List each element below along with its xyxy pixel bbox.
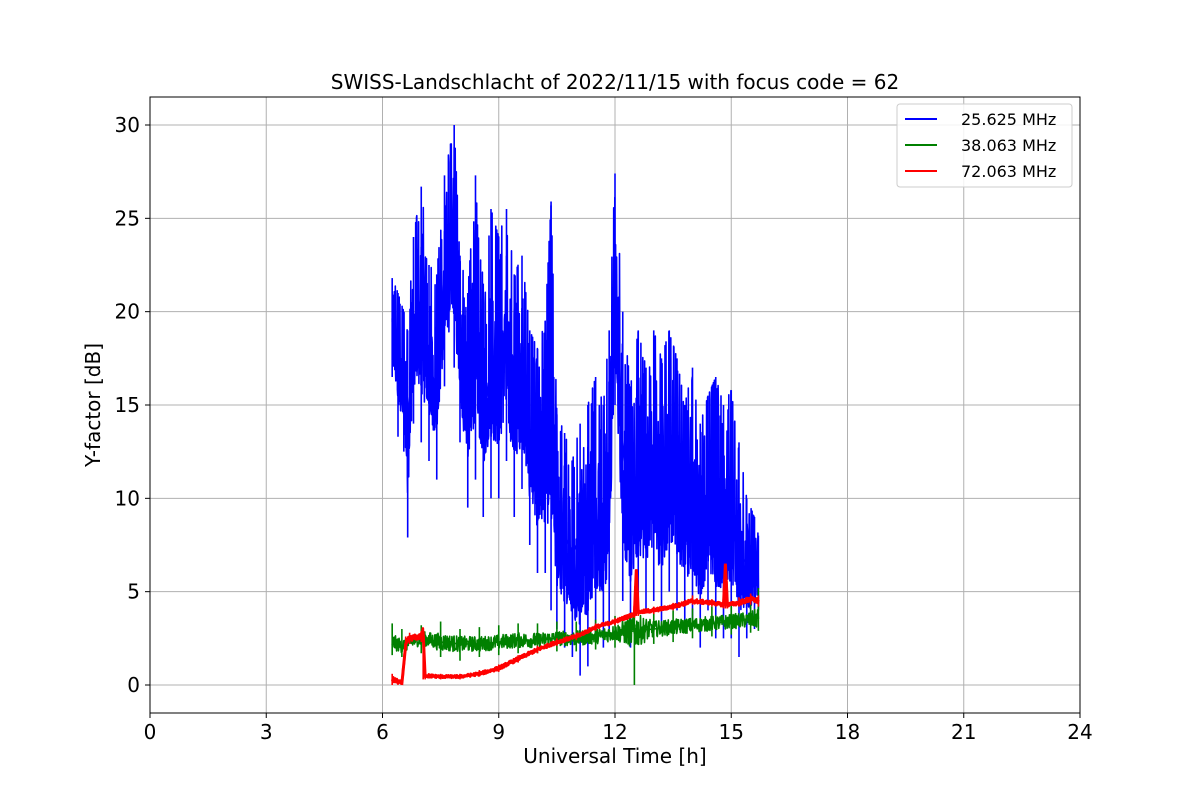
legend-label: 25.625 MHz	[961, 110, 1056, 129]
y-tick-label: 10	[115, 486, 140, 510]
x-tick-label: 15	[719, 720, 744, 744]
series-0-group	[391, 125, 760, 676]
legend-box	[896, 103, 1073, 188]
y-tick-label: 5	[127, 580, 140, 604]
y-tick-label: 0	[127, 673, 140, 697]
series-0-noise-trace	[391, 143, 760, 625]
x-axis-label: Universal Time [h]	[523, 744, 706, 768]
y-tick-label: 30	[115, 113, 140, 137]
axis-ticks: 0 3 6 9 12 15 18 21 24 0 5 10 15 20 25 30	[115, 113, 1093, 744]
x-tick-label: 9	[492, 720, 505, 744]
chart-title: SWISS-Landschlacht of 2022/11/15 with fo…	[331, 70, 899, 94]
x-tick-label: 24	[1067, 720, 1092, 744]
y-tick-label: 25	[115, 206, 140, 230]
x-tick-label: 6	[376, 720, 389, 744]
series-1-noise-trace	[391, 608, 760, 654]
series-2-group	[390, 563, 760, 686]
legend-label: 72.063 MHz	[961, 162, 1056, 181]
series-lines	[390, 125, 760, 686]
legend-label: 38.063 MHz	[961, 136, 1056, 155]
x-tick-label: 0	[144, 720, 157, 744]
x-tick-label: 21	[951, 720, 976, 744]
legend: 25.625 MHz 38.063 MHz 72.063 MHz	[896, 103, 1073, 188]
y-tick-label: 15	[115, 393, 140, 417]
y-axis-label: Y-factor [dB]	[81, 343, 105, 468]
x-tick-label: 18	[835, 720, 860, 744]
x-tick-label: 3	[260, 720, 273, 744]
y-tick-label: 20	[115, 300, 140, 324]
x-tick-label: 12	[602, 720, 627, 744]
series-1-group	[391, 587, 760, 685]
